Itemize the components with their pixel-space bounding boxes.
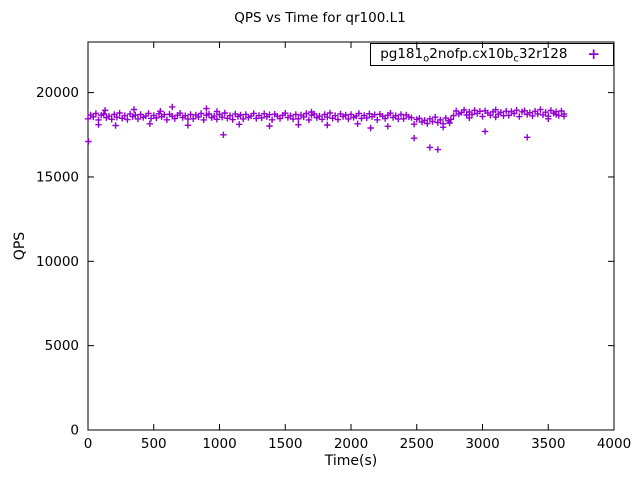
data-points-series-0 <box>84 103 568 153</box>
legend-label-text: 2nofp.cx10b <box>429 46 514 62</box>
chart-title: QPS vs Time for qr100.L1 <box>234 10 406 26</box>
x-tick-label: 4000 <box>597 436 631 452</box>
legend-plus-marker: + <box>587 45 600 63</box>
y-tick-label: 0 <box>70 423 79 439</box>
legend: pg181o2nofp.cx10bc32r128 + <box>370 43 614 66</box>
legend-series-label: pg181o2nofp.cx10bc32r128 <box>380 44 567 65</box>
legend-label-subscript: c <box>513 53 519 65</box>
x-tick-label: 3000 <box>465 436 499 452</box>
legend-label-text: pg181 <box>380 46 424 62</box>
x-axis-label: Time(s) <box>324 453 378 469</box>
plot-border <box>87 41 615 431</box>
y-tick-label: 15000 <box>36 169 79 185</box>
y-tick-label: 10000 <box>36 254 79 270</box>
legend-label-subscript: o <box>423 53 430 65</box>
x-tick-label: 2000 <box>334 436 368 452</box>
x-tick-label: 1000 <box>202 436 236 452</box>
x-tick-label: 3500 <box>531 436 565 452</box>
y-tick-label: 5000 <box>45 338 79 354</box>
x-tick-label: 1500 <box>268 436 302 452</box>
x-tick-label: 2500 <box>400 436 434 452</box>
y-tick-label: 20000 <box>36 85 79 101</box>
x-tick-label: 0 <box>84 436 93 452</box>
legend-label-text: 32r128 <box>518 46 568 62</box>
x-tick-label: 500 <box>141 436 167 452</box>
